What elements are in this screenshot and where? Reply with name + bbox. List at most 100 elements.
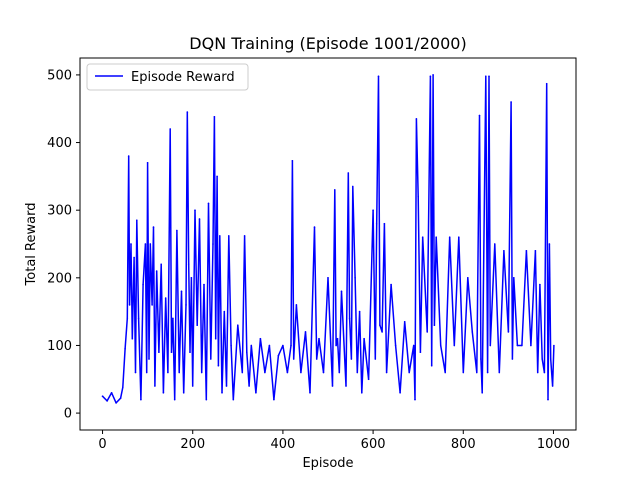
data-point (246, 351, 248, 354)
data-point (345, 385, 347, 387)
data-point (361, 392, 363, 394)
data-point (348, 317, 351, 320)
data-point (399, 392, 401, 394)
data-point (358, 310, 361, 313)
data-point (480, 358, 482, 360)
data-point (525, 250, 528, 252)
data-point (486, 371, 489, 374)
data-point (149, 243, 152, 245)
data-point (336, 337, 339, 340)
data-point (255, 392, 257, 394)
data-point (426, 331, 429, 333)
data-point (313, 226, 316, 228)
data-point (390, 283, 392, 286)
data-point (489, 344, 492, 347)
data-point (264, 371, 266, 374)
data-point (212, 243, 214, 245)
data-point (214, 337, 217, 340)
data-point (182, 392, 185, 394)
data-point (106, 400, 108, 402)
data-point (541, 358, 543, 360)
data-point (167, 371, 169, 374)
data-point (219, 235, 221, 237)
data-point (130, 243, 132, 245)
data-point (536, 371, 539, 374)
data-point (191, 385, 194, 387)
chart-title: DQN Training (Episode 1001/2000) (189, 34, 466, 53)
data-point (547, 398, 549, 401)
data-point (126, 317, 129, 320)
data-point (223, 310, 226, 313)
data-point (511, 358, 514, 360)
data-point (503, 250, 505, 252)
data-point (158, 351, 160, 354)
data-point (548, 243, 551, 245)
data-point (259, 337, 262, 340)
data-point (510, 101, 512, 103)
data-point (304, 331, 307, 333)
data-point (189, 351, 191, 354)
data-point (467, 277, 469, 279)
data-point (462, 371, 465, 374)
data-point (230, 344, 232, 347)
data-point (335, 344, 337, 347)
data-point (145, 371, 148, 374)
data-point (110, 392, 113, 394)
data-point (162, 392, 165, 394)
data-point (169, 128, 171, 130)
data-point (213, 116, 216, 118)
data-point (128, 304, 131, 306)
data-point (200, 371, 203, 374)
x-axis-title: Episode (302, 456, 353, 471)
data-point (172, 317, 174, 320)
data-point (136, 219, 138, 222)
data-point (375, 222, 378, 225)
data-point (124, 348, 126, 350)
data-point (412, 344, 415, 347)
y-axis-title: Total Reward (24, 203, 39, 287)
data-point (151, 304, 153, 306)
x-tick-label: 1000 (537, 437, 570, 452)
data-point (513, 277, 515, 279)
data-point (268, 344, 271, 347)
data-point (277, 354, 280, 357)
data-point (250, 344, 253, 347)
data-point (433, 324, 436, 327)
data-point (148, 358, 150, 360)
data-point (291, 160, 294, 162)
data-point (221, 392, 223, 394)
data-point (385, 371, 388, 374)
data-point (381, 331, 383, 333)
data-point (553, 344, 555, 347)
y-tick-label: 400 (47, 136, 72, 151)
data-point (549, 358, 552, 360)
data-point (155, 270, 158, 272)
data-point (292, 358, 295, 360)
x-tick-label: 800 (451, 437, 476, 452)
data-point (170, 351, 173, 354)
data-point (164, 297, 167, 299)
data-point (290, 344, 292, 347)
data-point (372, 209, 374, 211)
data-point (152, 226, 155, 228)
x-tick-label: 400 (270, 437, 295, 452)
data-point (545, 82, 548, 85)
data-point (429, 75, 432, 78)
data-points (101, 74, 555, 404)
data-point (530, 344, 532, 347)
plot-area (101, 74, 555, 404)
data-point (185, 304, 187, 306)
data-point (154, 385, 156, 387)
data-point (352, 185, 354, 188)
data-point (377, 75, 380, 78)
y-tick-label: 500 (47, 68, 72, 83)
data-point (282, 344, 284, 347)
data-point (383, 222, 386, 225)
data-point (119, 397, 122, 400)
y-tick-label: 300 (47, 204, 72, 219)
data-point (205, 398, 208, 401)
data-point (137, 317, 140, 320)
data-point (210, 358, 212, 360)
data-point (534, 250, 537, 252)
data-point (217, 364, 220, 367)
